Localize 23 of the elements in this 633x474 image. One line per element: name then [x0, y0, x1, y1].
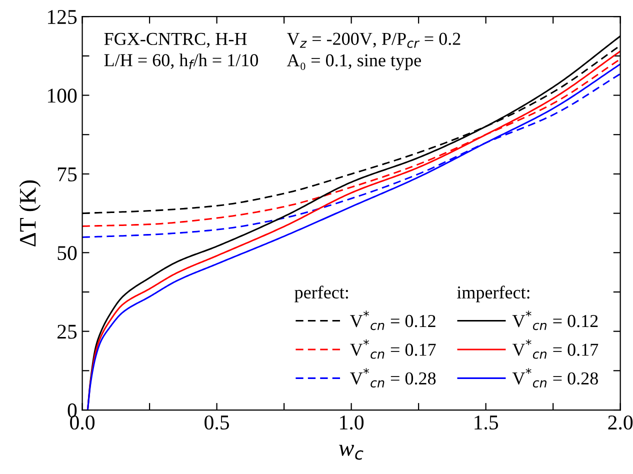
x-tick-label: 1.0 — [340, 415, 364, 430]
x-tick-label: 0.0 — [70, 415, 95, 430]
x-tick-label: 1.5 — [474, 416, 498, 430]
legend-label: V$^{*}$$_{cn}$ = 0.12 — [512, 310, 598, 330]
x-axis-title: w$_{c}$ — [339, 444, 364, 460]
annotation: perfect: — [294, 286, 348, 302]
annotation: V$_{z}$ = -200V, P/P$_{cr}$ = 0.2 A₀ = 0.1, sine type — [286, 32, 460, 70]
x-tick-label: 0.5 — [204, 415, 230, 430]
legend-label: V$^{*}$$_{cn}$ = 0.28 — [512, 368, 598, 388]
y-axis-title: ΔT (K) — [19, 180, 41, 246]
y-tick-label: 125 — [48, 10, 77, 24]
legend-label: V$^{*}$$_{cn}$ = 0.28 — [350, 368, 436, 388]
x-tick-label: 2.0 — [608, 415, 633, 430]
legend-label: V$^{*}$$_{cn}$ = 0.12 — [350, 310, 436, 330]
annotation: imperfect: — [457, 286, 530, 302]
legend-label: V$^{*}$$_{cn}$ = 0.17 — [350, 339, 436, 359]
y-tick-label: 0 — [68, 403, 77, 418]
y-tick-label: 50 — [58, 246, 77, 260]
annotation: FGX-CNTRC, H-H L/H = 60, h$_{f}$/h = 1/10 — [104, 32, 258, 70]
y-tick-label: 25 — [58, 324, 77, 339]
y-tick-label: 75 — [58, 168, 77, 182]
legend-label: V$^{*}$$_{cn}$ = 0.17 — [512, 339, 598, 359]
y-tick-label: 100 — [48, 88, 77, 103]
